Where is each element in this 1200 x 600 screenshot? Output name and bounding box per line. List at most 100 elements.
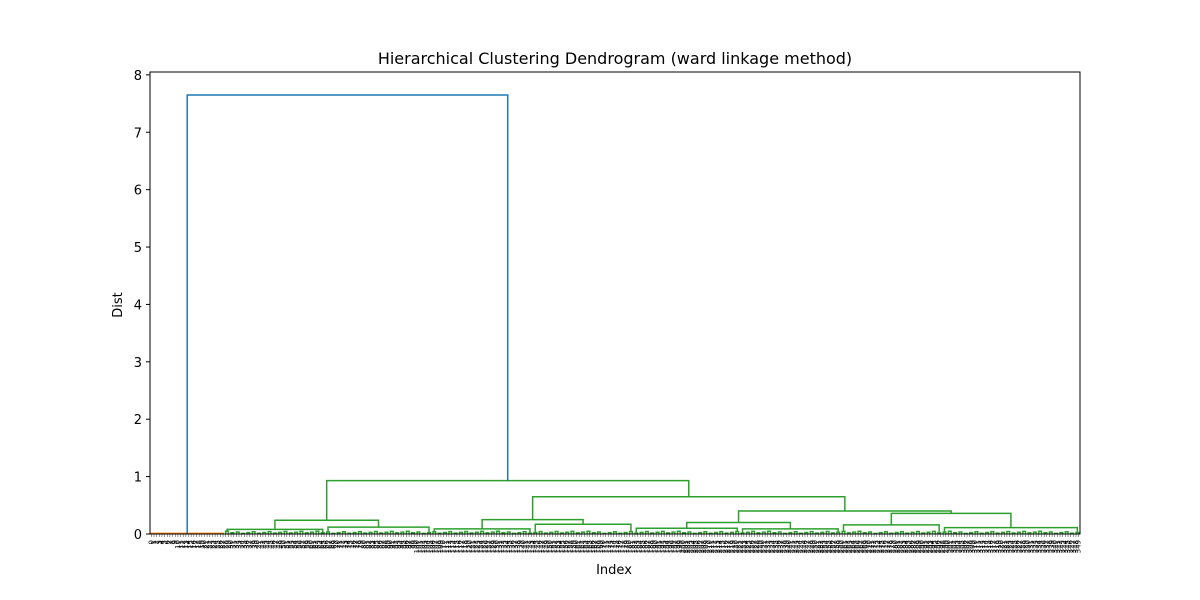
leaf-index-label: 272 xyxy=(870,540,878,553)
leaf-index-label: 189 xyxy=(650,540,658,553)
cluster2-leaf-link xyxy=(751,530,756,534)
leaf-index-label: 180 xyxy=(626,540,634,553)
leaf-index-label: 153 xyxy=(554,540,562,553)
cluster2-leaf-link xyxy=(942,531,947,534)
leaf-index-label: 185 xyxy=(639,540,647,553)
leaf-index-label: 223 xyxy=(740,540,748,553)
leaf-index-label: 269 xyxy=(862,540,870,553)
leaf-index-label: 317 xyxy=(990,540,998,553)
leaf-index-label: 206 xyxy=(695,539,703,553)
leaf-index-label: 211 xyxy=(708,540,716,553)
cluster2-leaf-link xyxy=(735,530,740,534)
dendrogram-links xyxy=(150,94,1080,535)
cluster2-leaf-link xyxy=(772,532,777,534)
leaf-index-label: 323 xyxy=(1006,540,1014,553)
cluster2-leaf-link xyxy=(974,531,979,534)
leaf-index-label: 73 xyxy=(341,540,349,549)
leaf-index-label: 293 xyxy=(926,540,934,553)
cluster2-leaf-link xyxy=(687,531,692,534)
leaf-index-label: 322 xyxy=(1003,540,1011,553)
leaf-index-label: 238 xyxy=(780,540,788,553)
leaf-index-label: 20 xyxy=(200,540,208,549)
leaf-index-label: 174 xyxy=(610,539,618,553)
leaf-index-label: 146 xyxy=(535,539,543,553)
leaf-index-label: 38 xyxy=(248,540,256,549)
cluster2-leaf-link xyxy=(464,530,469,534)
leaf-index-label: 92 xyxy=(392,540,400,549)
leaf-index-label: 243 xyxy=(793,540,801,553)
cluster2-leaf-link xyxy=(1032,531,1037,534)
leaf-index-label: 15 xyxy=(187,540,195,549)
y-tick-label: 8 xyxy=(134,69,142,84)
cluster2-leaf-link xyxy=(607,531,612,534)
leaf-index-label: 275 xyxy=(878,540,886,553)
leaf-index-label: 3 xyxy=(155,540,163,544)
leaf-index-label: 259 xyxy=(836,540,844,553)
cluster2-leaf-link xyxy=(804,531,809,534)
cluster2-leaf-link xyxy=(262,531,267,534)
leaf-index-label: 324 xyxy=(1008,539,1016,553)
cluster2-leaf-link xyxy=(352,531,357,534)
leaf-index-label: 212 xyxy=(711,540,719,553)
leaf-index-label: 68 xyxy=(328,540,336,549)
leaf-index-label: 202 xyxy=(684,540,692,553)
cluster2-leaf-link xyxy=(591,532,596,534)
leaf-index-label: 187 xyxy=(644,540,652,553)
leaf-index-label: 214 xyxy=(716,539,724,553)
leaf-index-label: 106 xyxy=(429,539,437,553)
leaf-index-label: 263 xyxy=(846,540,854,553)
leaf-index-label: 191 xyxy=(655,540,663,553)
leaf-index-label: 110 xyxy=(440,540,448,553)
leaf-index-label: 22 xyxy=(206,540,214,549)
leaf-index-label: 93 xyxy=(394,540,402,549)
leaf-index-label: 307 xyxy=(963,540,971,553)
cluster2-leaf-link xyxy=(517,531,522,534)
leaf-index-label: 210 xyxy=(705,540,713,553)
leaf-index-label: 4 xyxy=(158,539,166,544)
leaf-index-label: 122 xyxy=(472,540,480,553)
leaf-index-label: 300 xyxy=(944,540,952,553)
cluster2-leaf-link xyxy=(820,531,825,534)
leaf-index-label: 175 xyxy=(612,540,620,553)
leaf-index-label: 23 xyxy=(208,540,216,549)
leaf-index-label: 215 xyxy=(719,540,727,553)
cluster2-leaf-link xyxy=(612,531,618,534)
leaf-index-label: 58 xyxy=(301,540,309,549)
cluster2-leaf-link xyxy=(644,530,649,534)
cluster2-leaf-link xyxy=(671,531,676,534)
leaf-index-label: 56 xyxy=(296,539,304,548)
cluster2-leaf-link xyxy=(1022,530,1027,534)
leaf-index-label: 283 xyxy=(899,540,907,553)
leaf-index-label: 89 xyxy=(384,540,392,549)
leaf-index-label: 320 xyxy=(998,540,1006,553)
cluster2-leaf-link xyxy=(230,532,235,534)
leaf-index-label: 183 xyxy=(634,540,642,553)
cluster2-leaf-link xyxy=(767,530,772,534)
cluster2-leaf-link xyxy=(788,531,793,534)
leaf-index-label: 334 xyxy=(1035,539,1043,553)
leaf-index-label: 160 xyxy=(572,540,580,553)
cluster2-leaf-link xyxy=(1000,531,1006,534)
root-merge-link xyxy=(186,94,509,534)
leaf-index-label: 295 xyxy=(931,540,939,553)
cluster2-group-link xyxy=(635,527,738,534)
cluster2-leaf-link xyxy=(852,531,857,534)
leaf-index-label: 105 xyxy=(426,540,434,553)
leaf-index-label: 218 xyxy=(727,540,735,553)
leaf-index-label: 251 xyxy=(814,540,822,553)
leaf-index-label: 240 xyxy=(785,540,793,553)
leaf-index-label: 207 xyxy=(697,540,705,553)
cluster2-leaf-link xyxy=(575,532,580,534)
cluster2-leaf-link xyxy=(368,531,373,534)
cluster2-leaf-link xyxy=(947,530,952,534)
leaf-index-label: 304 xyxy=(955,539,963,553)
leaf-index-label: 102 xyxy=(418,540,426,553)
leaf-index-label: 335 xyxy=(1037,540,1045,553)
leaf-index-label: 267 xyxy=(857,540,865,553)
leaf-index-label: 184 xyxy=(636,539,644,553)
leaf-index-label: 312 xyxy=(976,540,984,553)
leaf-index-label: 253 xyxy=(820,540,828,553)
cluster2-leaf-link xyxy=(1038,530,1043,534)
cluster2-leaf-link xyxy=(968,531,974,534)
leaf-index-label: 292 xyxy=(923,540,931,553)
